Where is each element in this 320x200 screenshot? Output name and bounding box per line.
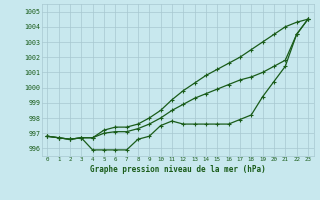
- X-axis label: Graphe pression niveau de la mer (hPa): Graphe pression niveau de la mer (hPa): [90, 165, 266, 174]
